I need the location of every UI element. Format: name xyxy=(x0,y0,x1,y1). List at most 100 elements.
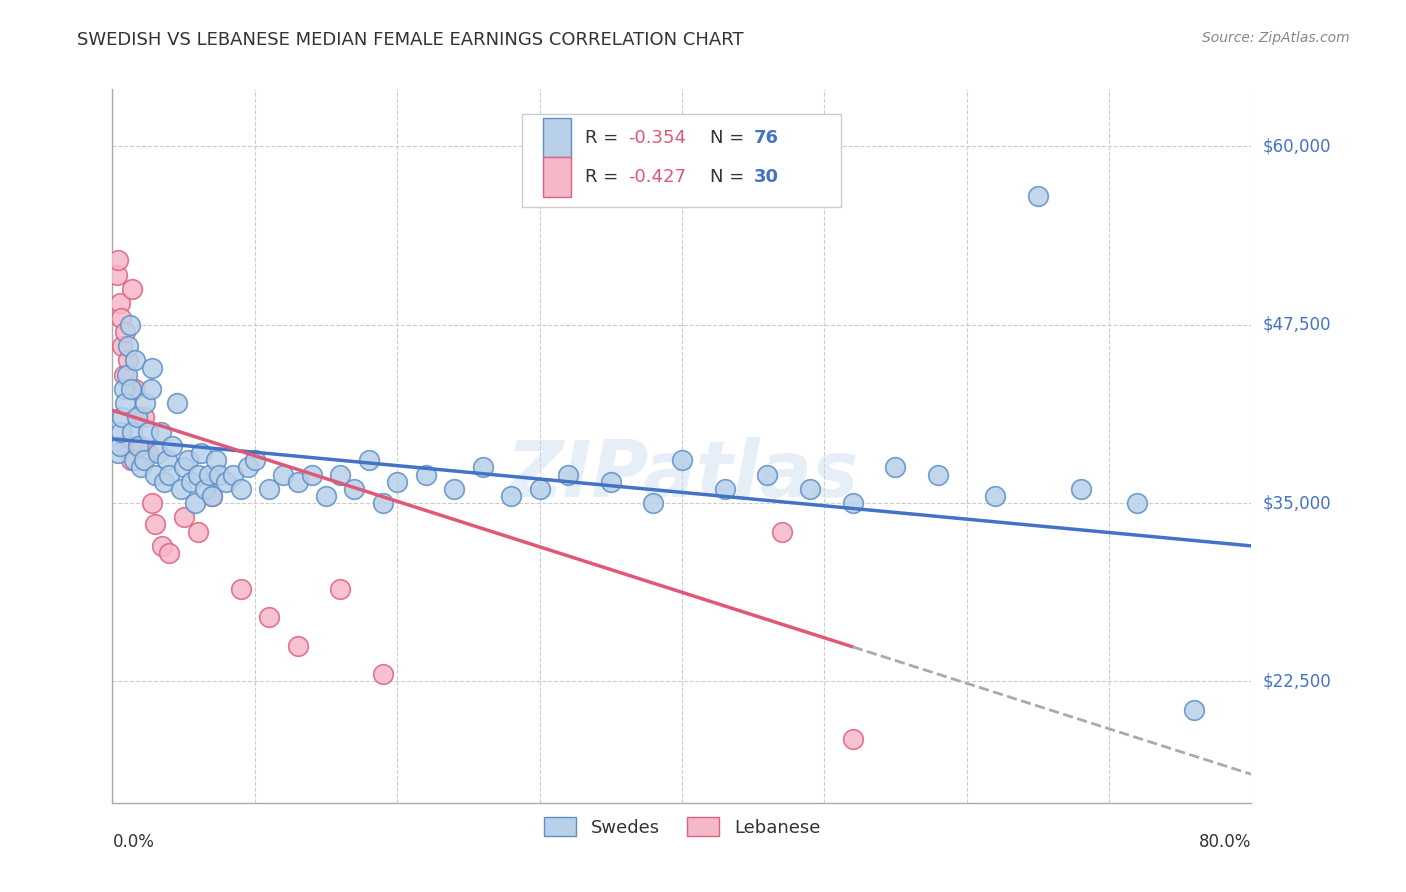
Point xyxy=(236,460,259,475)
Point xyxy=(117,353,139,368)
Point xyxy=(114,396,136,410)
Point xyxy=(229,482,252,496)
Point xyxy=(155,453,177,467)
Point xyxy=(180,475,202,489)
Point xyxy=(114,325,136,339)
Text: 80.0%: 80.0% xyxy=(1199,833,1251,851)
Point xyxy=(301,467,323,482)
Point xyxy=(201,489,224,503)
Point xyxy=(143,467,166,482)
Point xyxy=(1026,189,1049,203)
Point xyxy=(1069,482,1091,496)
Point xyxy=(257,610,280,624)
Point xyxy=(120,453,142,467)
Point xyxy=(599,475,621,489)
Point xyxy=(371,667,394,681)
Point xyxy=(357,453,380,467)
Point xyxy=(139,382,162,396)
Text: N =: N = xyxy=(710,168,751,186)
Point xyxy=(187,467,209,482)
Text: 0.0%: 0.0% xyxy=(112,833,155,851)
Point xyxy=(166,396,188,410)
Point xyxy=(115,368,138,382)
Point xyxy=(315,489,337,503)
Point xyxy=(127,439,149,453)
Point xyxy=(841,496,863,510)
Point xyxy=(127,410,149,425)
Point xyxy=(713,482,735,496)
Point xyxy=(287,475,309,489)
Point xyxy=(115,439,138,453)
Point xyxy=(443,482,465,496)
Point xyxy=(105,268,128,282)
Point xyxy=(121,282,143,296)
Point xyxy=(884,460,907,475)
Point xyxy=(229,582,252,596)
Point xyxy=(120,382,142,396)
Point xyxy=(385,475,409,489)
Point xyxy=(177,453,200,467)
Point xyxy=(329,582,352,596)
Point xyxy=(927,467,949,482)
Text: 30: 30 xyxy=(754,168,779,186)
Text: SWEDISH VS LEBANESE MEDIAN FEMALE EARNINGS CORRELATION CHART: SWEDISH VS LEBANESE MEDIAN FEMALE EARNIN… xyxy=(77,31,744,49)
Point xyxy=(198,467,221,482)
Point xyxy=(111,410,134,425)
Text: -0.354: -0.354 xyxy=(628,128,686,146)
FancyBboxPatch shape xyxy=(523,114,841,207)
Point xyxy=(257,482,280,496)
Point xyxy=(112,382,135,396)
Point xyxy=(205,453,228,467)
Point xyxy=(141,496,163,510)
Point xyxy=(108,439,131,453)
Point xyxy=(136,446,159,460)
Point xyxy=(501,489,523,503)
Text: $60,000: $60,000 xyxy=(1263,137,1331,155)
Point xyxy=(122,453,145,467)
Point xyxy=(173,510,195,524)
Point xyxy=(756,467,779,482)
Point xyxy=(529,482,551,496)
Point xyxy=(141,360,163,375)
Point xyxy=(329,467,352,482)
Text: 76: 76 xyxy=(754,128,779,146)
Point xyxy=(190,446,212,460)
FancyBboxPatch shape xyxy=(543,118,571,157)
Point xyxy=(129,439,152,453)
Point xyxy=(222,467,245,482)
Point xyxy=(194,482,217,496)
Point xyxy=(770,524,793,539)
Point xyxy=(134,396,156,410)
Point xyxy=(841,731,863,746)
Point xyxy=(143,517,166,532)
Point xyxy=(343,482,366,496)
Point xyxy=(149,425,172,439)
Text: N =: N = xyxy=(710,128,751,146)
Point xyxy=(671,453,693,467)
Point xyxy=(136,425,159,439)
Text: $22,500: $22,500 xyxy=(1263,673,1331,690)
Point xyxy=(287,639,309,653)
Point xyxy=(1184,703,1206,717)
Text: -0.427: -0.427 xyxy=(628,168,686,186)
Point xyxy=(159,546,180,560)
Point xyxy=(124,382,146,396)
Point xyxy=(121,425,143,439)
Point xyxy=(415,467,437,482)
Point xyxy=(184,496,207,510)
Point xyxy=(215,475,238,489)
Text: R =: R = xyxy=(585,128,624,146)
Point xyxy=(371,496,394,510)
Point xyxy=(208,467,231,482)
Point xyxy=(132,410,155,425)
Point xyxy=(117,339,139,353)
Point xyxy=(243,453,266,467)
Point xyxy=(557,467,579,482)
Point xyxy=(146,446,169,460)
Point xyxy=(132,453,155,467)
Point xyxy=(984,489,1007,503)
Point xyxy=(799,482,821,496)
Point xyxy=(159,467,180,482)
Legend: Swedes, Lebanese: Swedes, Lebanese xyxy=(537,810,827,844)
Point xyxy=(1126,496,1149,510)
